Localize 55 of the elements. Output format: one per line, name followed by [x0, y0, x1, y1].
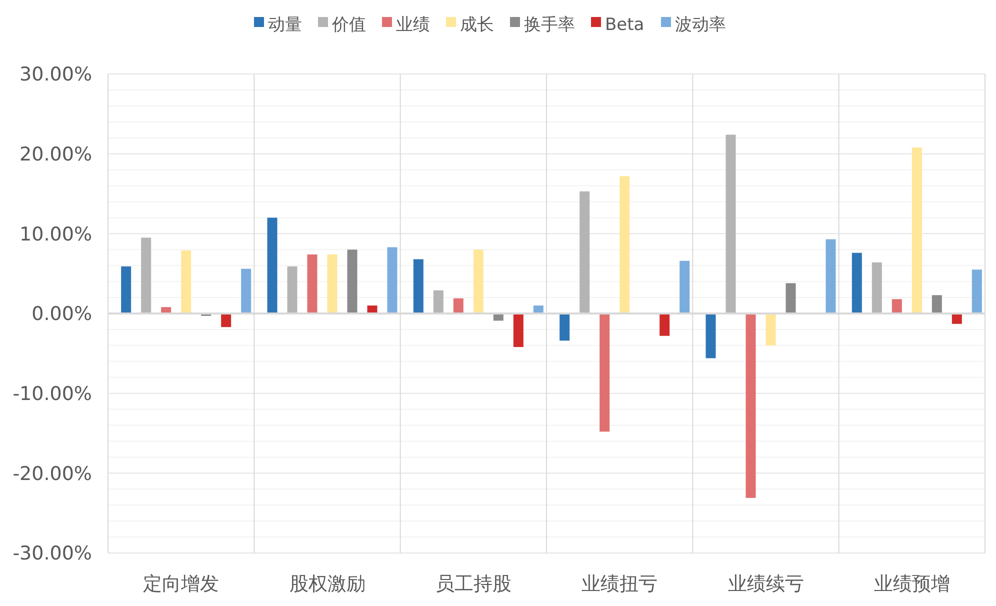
bar	[706, 314, 716, 358]
bar	[680, 260, 690, 314]
bar	[600, 314, 610, 432]
bar	[892, 299, 902, 314]
bar	[912, 147, 922, 314]
x-tick-label: 业绩预增	[874, 573, 950, 595]
x-tick-label: 股权激励	[289, 573, 366, 595]
bar	[852, 252, 862, 314]
bar	[387, 247, 398, 314]
bar	[141, 238, 152, 314]
bar	[766, 314, 776, 346]
bar	[972, 270, 982, 314]
x-tick-label: 业绩扭亏	[582, 573, 658, 595]
y-tick-label: 0.00%	[32, 303, 92, 326]
y-tick-label: 30.00%	[20, 64, 92, 86]
bar	[746, 314, 756, 498]
x-tick-label: 定向增发	[143, 573, 220, 595]
bar	[580, 191, 590, 314]
y-tick-label: -20.00%	[12, 462, 92, 485]
bar	[267, 218, 278, 314]
bar	[221, 314, 232, 328]
legend-label: 波动率	[675, 14, 726, 35]
bar	[473, 250, 484, 314]
bar	[660, 314, 670, 336]
bar	[181, 250, 192, 314]
bar	[347, 250, 358, 314]
y-tick-label: 10.00%	[20, 223, 92, 246]
bar	[453, 298, 464, 314]
bar	[287, 266, 298, 314]
bar	[620, 176, 630, 314]
bar	[241, 268, 252, 314]
x-tick-label: 业绩续亏	[728, 573, 804, 595]
bar	[786, 283, 796, 314]
bar	[872, 262, 882, 314]
bar	[433, 290, 444, 314]
legend-label: 业绩	[396, 14, 430, 35]
bar	[413, 259, 424, 314]
bar	[513, 314, 524, 348]
x-tick-label: 员工持股	[435, 573, 512, 595]
bar	[826, 239, 836, 314]
bar	[560, 314, 570, 341]
y-tick-label: 20.00%	[20, 143, 92, 166]
legend-label: Beta	[605, 14, 644, 35]
y-tick-label: -10.00%	[12, 382, 92, 405]
bar	[121, 266, 132, 314]
legend-label: 换手率	[524, 14, 575, 35]
legend-label: 动量	[268, 14, 302, 35]
bar	[952, 314, 962, 324]
bar	[327, 254, 338, 314]
bar	[307, 254, 318, 314]
bar	[726, 134, 736, 314]
y-tick-label: -30.00%	[12, 542, 92, 565]
legend-label: 成长	[460, 14, 494, 35]
bar	[932, 295, 942, 314]
legend-label: 价值	[331, 14, 366, 35]
